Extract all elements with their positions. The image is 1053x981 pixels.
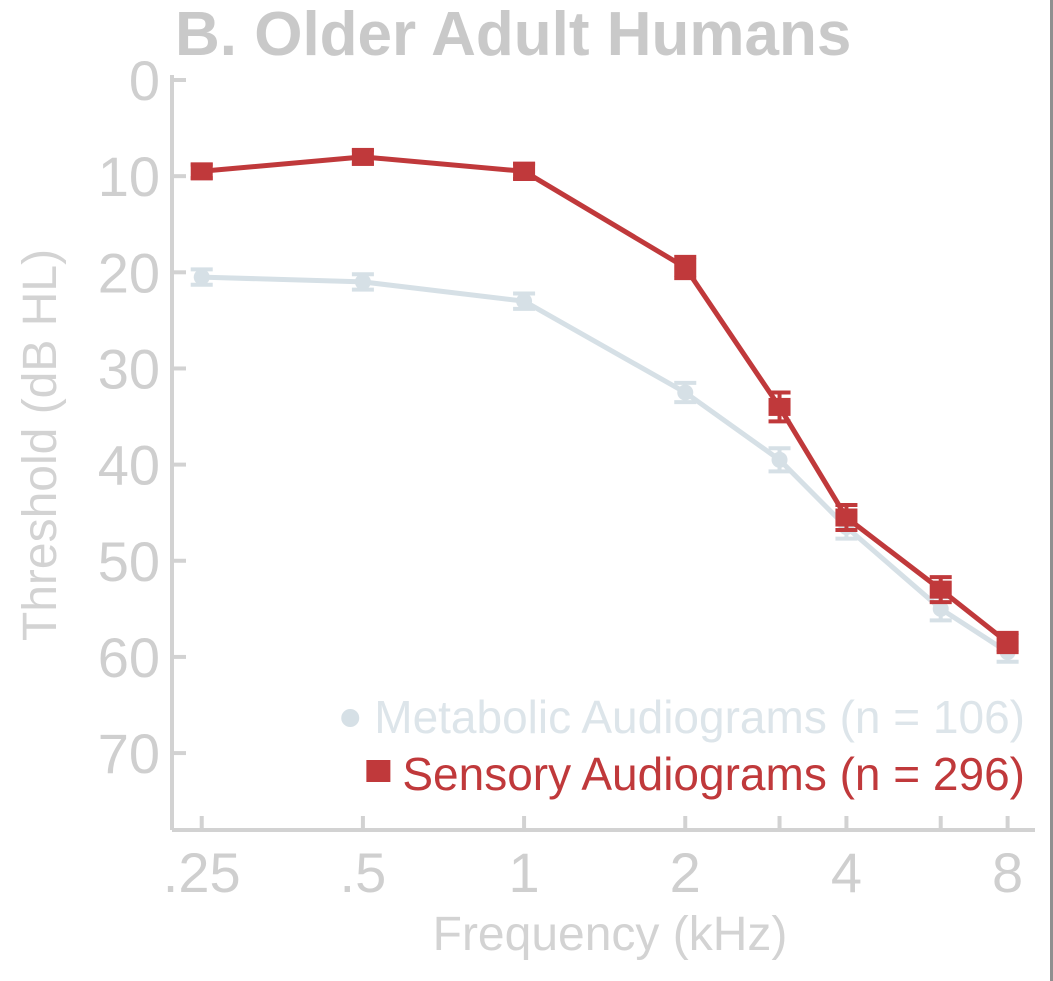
- y-tick-label: 60: [98, 626, 160, 689]
- data-point-square: [513, 162, 536, 181]
- data-point-square: [190, 162, 213, 181]
- legend: Metabolic Audiograms (n = 106)Sensory Au…: [341, 691, 1025, 800]
- y-tick-label: 10: [98, 145, 160, 208]
- y-tick-label: 40: [98, 434, 160, 497]
- x-tick-label: .5: [340, 841, 387, 904]
- legend-label-1: Metabolic Audiograms (n = 106): [374, 691, 1025, 743]
- y-axis-label: Threshold (dB HL): [14, 249, 67, 641]
- series-layer: [190, 147, 1019, 664]
- data-point-circle: [932, 600, 949, 617]
- x-tick-label: 8: [992, 841, 1023, 904]
- legend-label-2: Sensory Audiograms (n = 296): [402, 748, 1025, 800]
- right-frame-border: [1050, 0, 1053, 981]
- data-point-circle: [516, 293, 533, 310]
- y-tick-label: 30: [98, 337, 160, 400]
- x-tick-label: 4: [831, 841, 862, 904]
- chart-title: B. Older Adult Humans: [175, 0, 851, 69]
- series-line-1: [201, 274, 1009, 655]
- data-point-circle: [354, 273, 371, 290]
- x-tick-label: 1: [509, 841, 540, 904]
- series-line-2: [201, 154, 1010, 645]
- data-point-square: [929, 580, 952, 599]
- y-tick-label: 70: [98, 722, 160, 785]
- data-point-square: [674, 258, 697, 277]
- y-tick-label: 0: [129, 49, 160, 112]
- data-point-circle: [193, 269, 210, 286]
- data-point-square: [351, 147, 374, 166]
- data-point-square: [768, 397, 791, 416]
- data-point-circle: [677, 384, 694, 401]
- data-point-square: [996, 633, 1019, 652]
- x-tick-label: .25: [163, 841, 241, 904]
- x-tick-label: 2: [670, 841, 701, 904]
- y-tick-label: 20: [98, 241, 160, 304]
- legend-marker-square: [366, 760, 391, 782]
- legend-marker-circle: [341, 709, 360, 727]
- x-axis-label: Frequency (kHz): [433, 908, 788, 961]
- y-tick-label: 50: [98, 530, 160, 593]
- axes: 0 10 20 30 40 50 60 70.25 .5 1 2 4 8: [98, 49, 1035, 904]
- data-point-square: [835, 508, 858, 527]
- data-point-circle: [771, 451, 788, 468]
